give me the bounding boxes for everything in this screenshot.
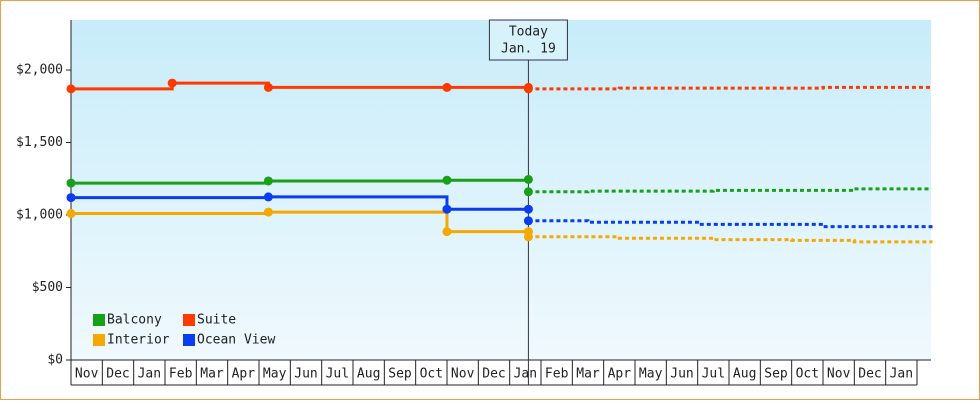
price-point — [263, 82, 273, 92]
today-label: Today — [509, 25, 548, 40]
price-line — [71, 195, 529, 211]
y-tick-label: $500 — [32, 280, 63, 295]
forecast-start-point — [523, 232, 533, 242]
price-line — [71, 210, 529, 234]
legend-label: Ocean View — [197, 333, 275, 348]
price-point — [66, 209, 76, 219]
price-point — [263, 176, 273, 186]
forecast-line — [528, 235, 933, 244]
legend-swatch — [183, 314, 195, 326]
x-tick-label: Aug — [357, 367, 380, 382]
x-tick-label: Sep — [388, 367, 412, 382]
forecast-line — [528, 219, 933, 229]
x-tick-label: Jul — [702, 367, 725, 382]
price-point — [523, 204, 533, 214]
x-tick-label: May — [639, 367, 663, 382]
forecast-line — [528, 187, 933, 194]
x-tick-label: Jul — [326, 367, 349, 382]
today-date: Jan. 19 — [501, 42, 556, 57]
x-tick-label: Oct — [420, 367, 443, 382]
forecast-start-point — [523, 187, 533, 197]
price-point — [442, 175, 452, 185]
x-tick-label: Apr — [608, 367, 632, 382]
x-tick-label: Jan — [890, 367, 913, 382]
x-tick-label: Jan — [138, 367, 161, 382]
x-tick-label: Feb — [169, 367, 193, 382]
x-tick-label: Dec — [858, 367, 881, 382]
price-point — [167, 78, 177, 88]
x-tick-label: Sep — [764, 367, 788, 382]
price-point — [442, 227, 452, 237]
price-point — [263, 207, 273, 217]
price-point — [66, 193, 76, 203]
x-tick-label: Jun — [294, 367, 317, 382]
legend-label: Interior — [107, 333, 170, 348]
x-tick-label: Nov — [75, 367, 99, 382]
x-tick-label: Apr — [232, 367, 256, 382]
x-tick-label: Dec — [482, 367, 505, 382]
legend-label: Balcony — [107, 313, 162, 328]
legend-label: Suite — [197, 313, 236, 328]
forecast-start-point — [523, 216, 533, 226]
y-tick-label: $1,000 — [16, 208, 63, 223]
y-tick-label: $2,000 — [16, 63, 63, 78]
x-tick-label: Jun — [670, 367, 693, 382]
today-box — [488, 19, 568, 61]
x-tick-label: Dec — [106, 367, 129, 382]
x-tick-label: Nov — [451, 367, 475, 382]
price-point — [66, 84, 76, 94]
x-tick-label: Feb — [545, 367, 569, 382]
price-point — [442, 204, 452, 214]
x-tick-label: Aug — [733, 367, 756, 382]
x-tick-label: Mar — [200, 367, 224, 382]
x-tick-label: Jan — [514, 367, 537, 382]
legend-swatch — [93, 334, 105, 346]
x-tick-label: May — [263, 367, 287, 382]
x-tick-label: Oct — [796, 367, 819, 382]
price-point — [442, 82, 452, 92]
price-point — [263, 192, 273, 202]
x-tick-label: Mar — [576, 367, 600, 382]
y-tick-label: $1,500 — [16, 135, 63, 150]
legend-swatch — [93, 314, 105, 326]
legend-swatch — [183, 334, 195, 346]
price-point — [66, 178, 76, 188]
forecast-start-point — [523, 84, 533, 94]
x-tick-label: Nov — [827, 367, 851, 382]
y-tick-label: $0 — [47, 353, 63, 368]
price-point — [523, 174, 533, 184]
